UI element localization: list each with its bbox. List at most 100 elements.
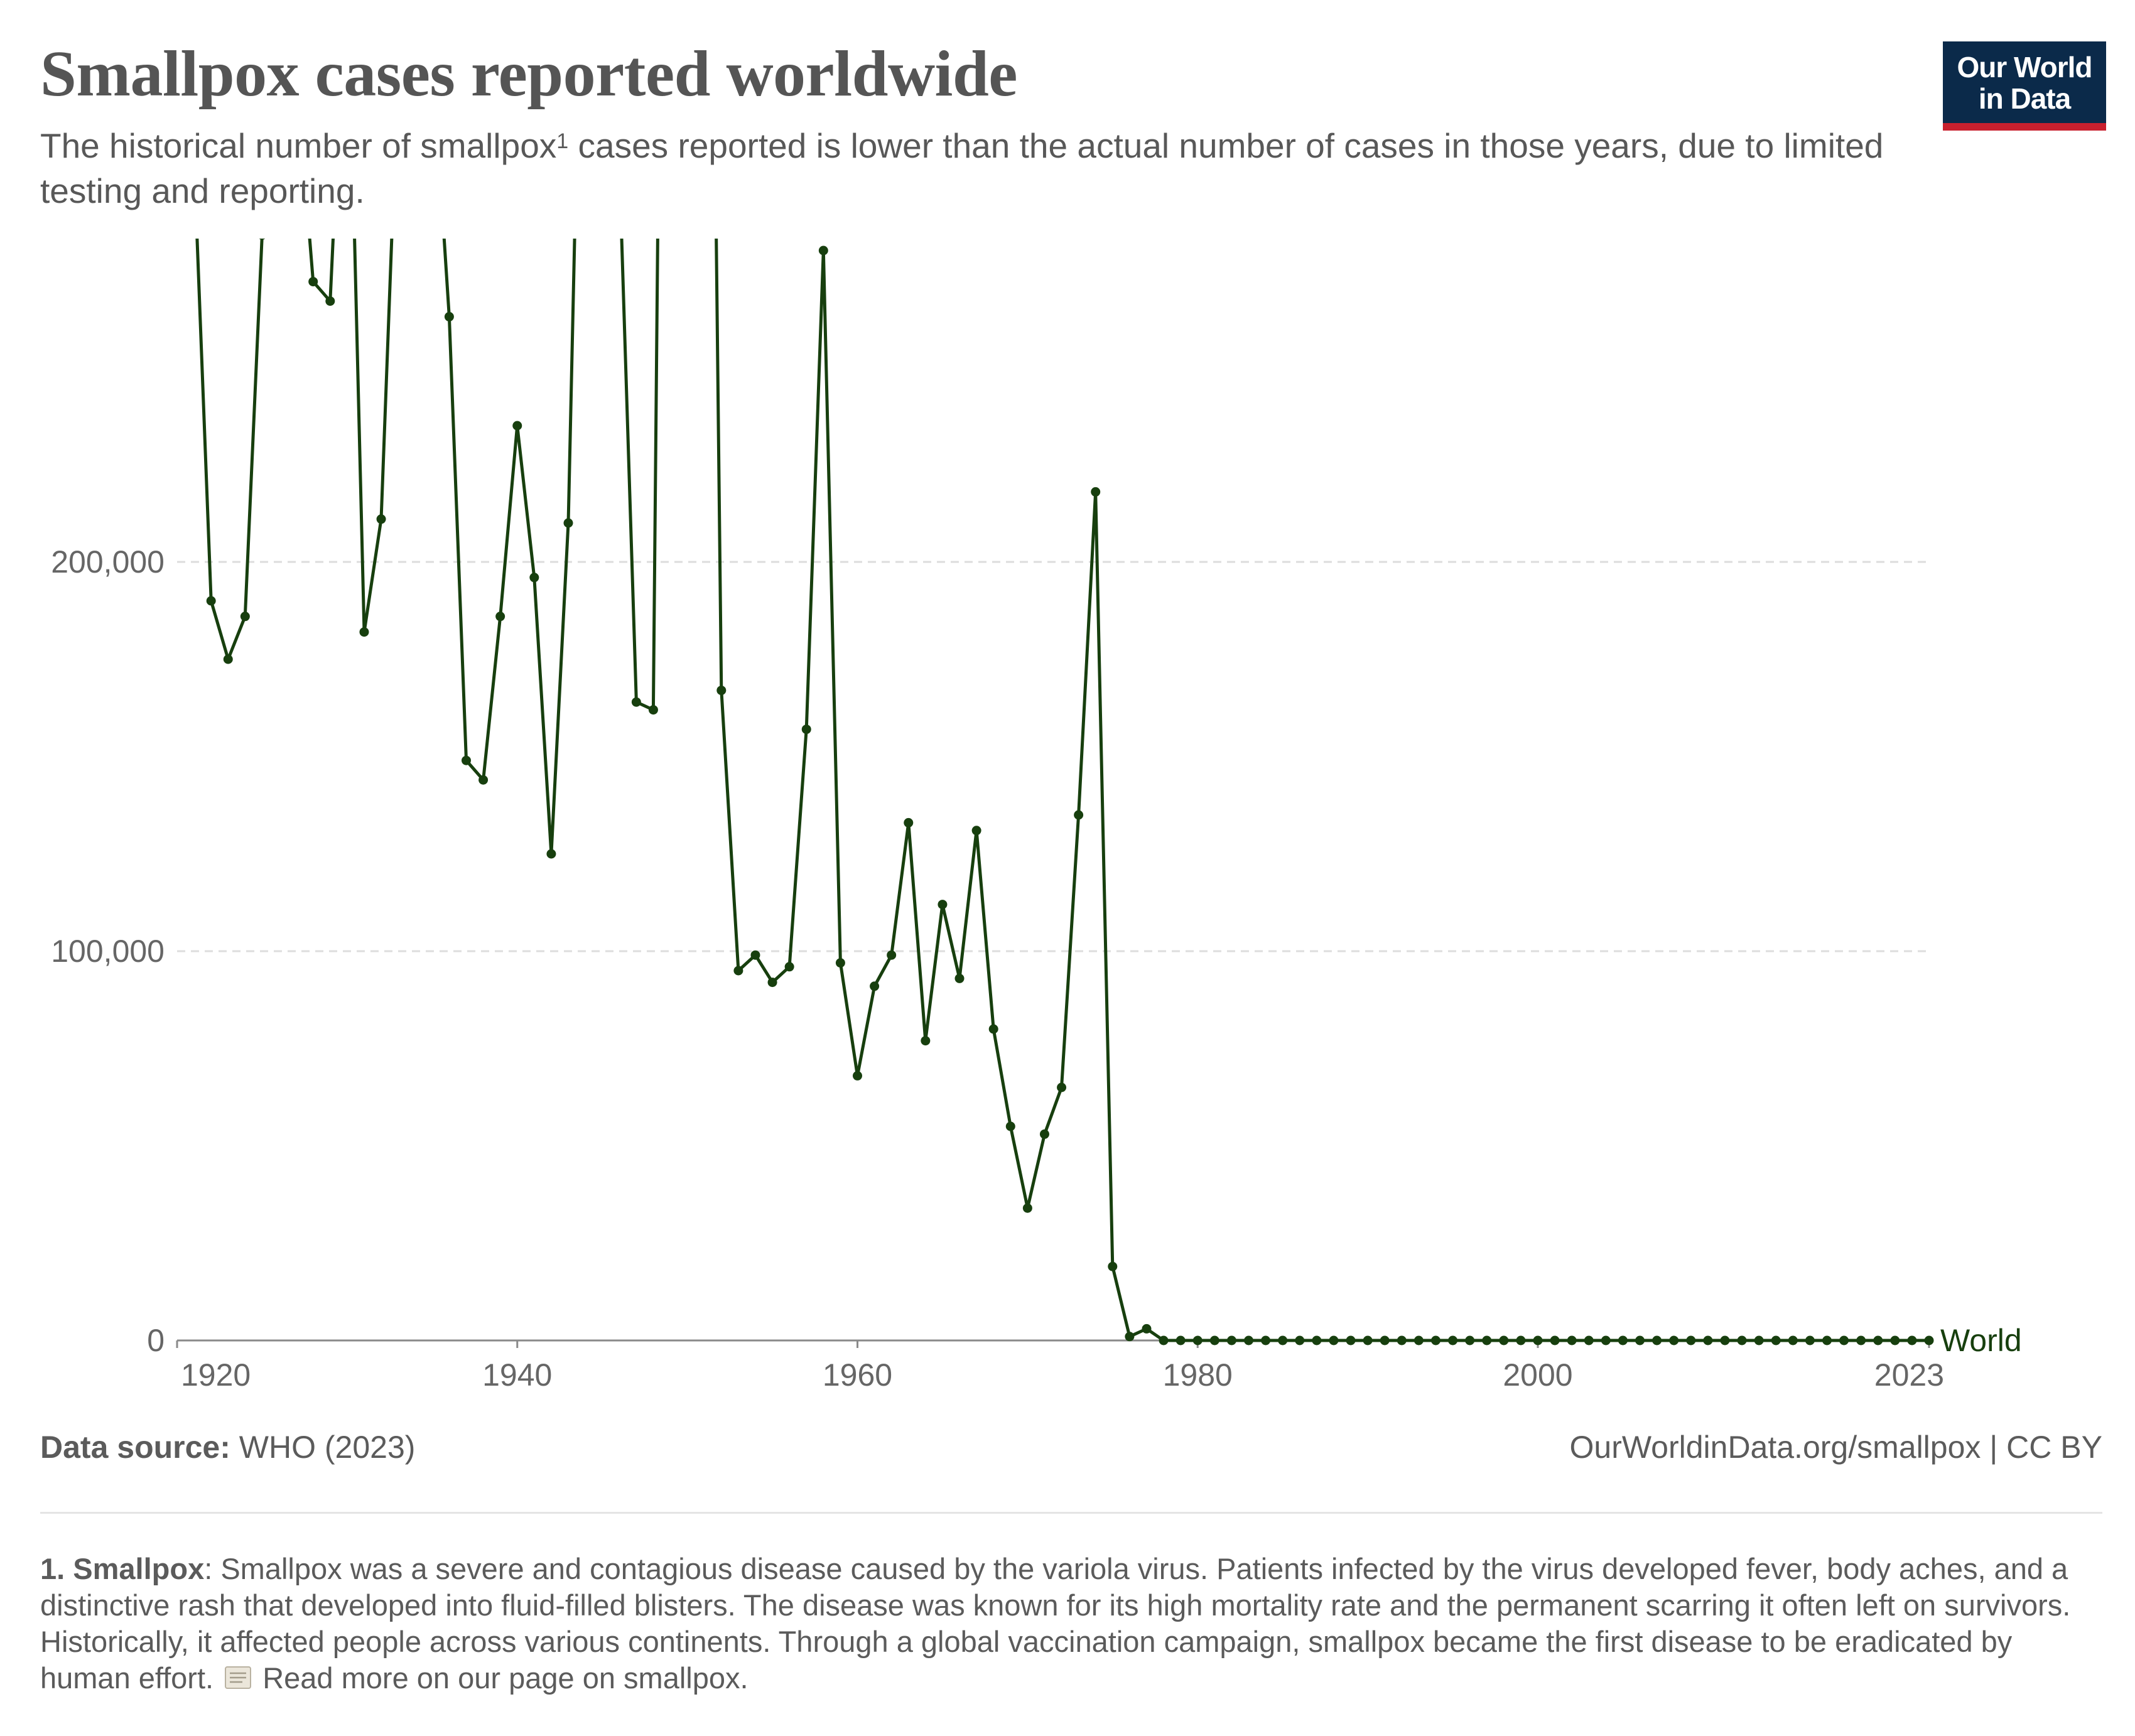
x-tick-label: 2023: [1874, 1357, 1944, 1393]
data-point: [852, 1070, 862, 1081]
series-label-world: World: [1940, 1323, 2022, 1358]
data-point: [1005, 1121, 1015, 1131]
data-point: [259, 239, 266, 240]
data-point: [444, 311, 454, 321]
data-point: [1226, 1335, 1236, 1345]
data-point: [1584, 1335, 1594, 1345]
data-point: [1346, 1335, 1356, 1345]
data-point: [1822, 1335, 1832, 1345]
data-point: [1244, 1335, 1254, 1345]
data-point: [1039, 1129, 1049, 1139]
data-source: Data source: WHO (2023): [40, 1429, 415, 1465]
data-point: [325, 296, 335, 306]
axes: 0100,000200,000300,000400,000500,000600,…: [51, 544, 1944, 1393]
data-point: [1924, 1335, 1934, 1345]
data-point: [1142, 1324, 1152, 1334]
data-point: [512, 421, 522, 431]
data-point: [1516, 1335, 1526, 1345]
data-point: [1601, 1335, 1611, 1345]
data-point: [835, 958, 845, 968]
chart-credit: OurWorldinData.org/smallpox | CC BY: [1570, 1429, 2102, 1465]
chart-url-link[interactable]: OurWorldinData.org/smallpox: [1569, 1430, 1981, 1465]
data-point: [223, 654, 233, 664]
x-tick-label: 1980: [1163, 1357, 1233, 1393]
data-point: [1635, 1335, 1645, 1345]
data-point: [1669, 1335, 1679, 1345]
data-point: [1380, 1335, 1390, 1345]
series-world: World: [195, 239, 2022, 1358]
data-point: [1720, 1335, 1730, 1345]
data-point: [733, 966, 743, 976]
data-point: [1430, 1335, 1440, 1345]
data-point: [563, 518, 573, 528]
data-point: [648, 705, 658, 715]
data-point: [1550, 1335, 1560, 1345]
data-point: [971, 826, 981, 836]
data-point: [904, 817, 914, 828]
data-point: [1209, 1335, 1219, 1345]
data-point: [887, 950, 897, 960]
data-point: [1091, 487, 1101, 497]
data-point: [1074, 810, 1084, 820]
data-point: [938, 900, 948, 910]
data-point: [1057, 1082, 1067, 1092]
data-point: [1686, 1335, 1696, 1345]
logo-line-2: in Data: [1978, 82, 2071, 115]
data-point: [954, 973, 965, 983]
data-point: [1652, 1335, 1662, 1345]
data-point: [1363, 1335, 1373, 1345]
data-point: [631, 697, 641, 707]
data-point: [1465, 1335, 1475, 1345]
data-point: [1413, 1335, 1424, 1345]
data-point: [546, 849, 556, 859]
data-point: [1754, 1335, 1764, 1345]
data-point: [1839, 1335, 1849, 1345]
data-point: [870, 981, 880, 991]
data-point: [1499, 1335, 1509, 1345]
data-point: [1278, 1335, 1288, 1345]
x-tick-label: 1940: [482, 1357, 552, 1393]
data-point: [1788, 1335, 1798, 1345]
x-tick-label: 2000: [1503, 1357, 1572, 1393]
data-point: [1125, 1332, 1135, 1342]
data-point: [1159, 1335, 1169, 1345]
footnote-marker[interactable]: 1: [556, 129, 569, 153]
data-point: [801, 725, 811, 735]
data-source-label: Data source:: [40, 1430, 230, 1465]
data-point: [359, 627, 369, 637]
x-tick-label: 1960: [823, 1357, 892, 1393]
data-point: [1703, 1335, 1713, 1345]
subtitle-text-continued: cases reported is lower than the actual …: [40, 126, 1884, 210]
subtitle-text: The historical number of smallpox: [40, 126, 557, 165]
data-point: [206, 596, 216, 606]
data-point: [1737, 1335, 1747, 1345]
data-point: [478, 775, 489, 785]
owid-logo[interactable]: Our World in Data: [1943, 41, 2106, 131]
y-tick-label: 200,000: [51, 544, 165, 580]
read-more-link[interactable]: Read more on our page on smallpox.: [254, 1661, 749, 1695]
chart-subtitle: The historical number of smallpox1 cases…: [40, 123, 1911, 213]
data-point: [1022, 1203, 1032, 1213]
data-point: [921, 1036, 931, 1046]
line-chart: 0100,000200,000300,000400,000500,000600,…: [51, 239, 2022, 1393]
data-point: [1329, 1335, 1339, 1345]
data-point: [376, 514, 386, 524]
chart-title: Smallpox cases reported worldwide: [40, 38, 1017, 110]
data-point: [1261, 1335, 1271, 1345]
footer-divider: [40, 1512, 2102, 1514]
x-tick-label: 1920: [181, 1357, 251, 1393]
data-point: [1805, 1335, 1815, 1345]
footnote-text: : Smallpox was a severe and contagious d…: [40, 1552, 2071, 1695]
data-point: [1295, 1335, 1305, 1345]
logo-line-1: Our World: [1957, 51, 2092, 84]
data-point: [1567, 1335, 1577, 1345]
data-point: [1482, 1335, 1492, 1345]
y-tick-label: 0: [147, 1323, 165, 1358]
data-point: [1176, 1335, 1186, 1345]
data-point: [767, 978, 777, 988]
license-text: | CC BY: [1981, 1430, 2102, 1465]
data-point: [1448, 1335, 1458, 1345]
data-point: [1618, 1335, 1628, 1345]
y-tick-label: 100,000: [51, 934, 165, 969]
data-point: [1312, 1335, 1322, 1345]
